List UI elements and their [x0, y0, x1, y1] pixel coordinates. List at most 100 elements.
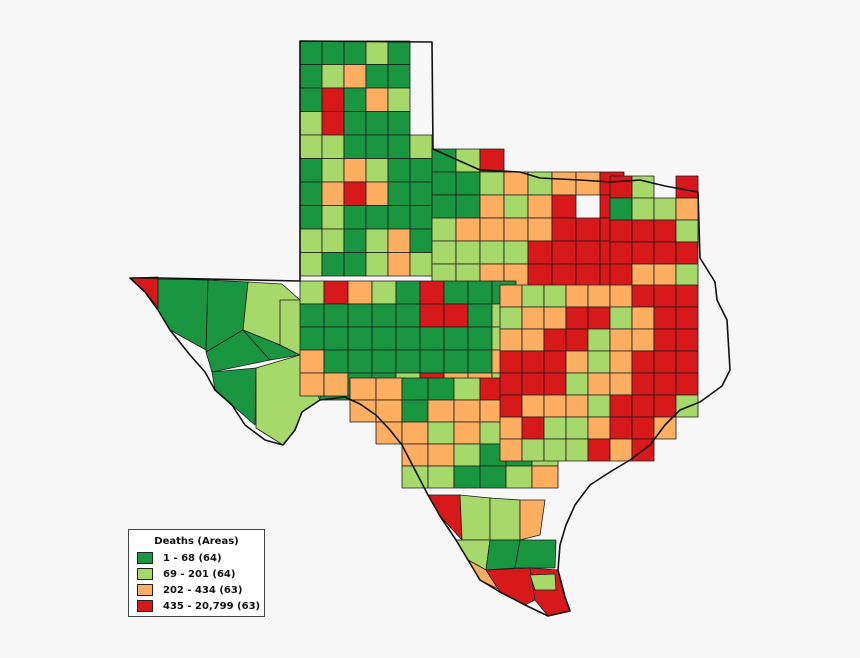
county-32 — [409, 158, 433, 183]
county-76 — [431, 217, 457, 242]
county-243 — [587, 350, 611, 374]
county-165 — [443, 349, 469, 374]
county-226 — [609, 306, 633, 330]
county-219 — [653, 284, 677, 308]
county-16 — [299, 111, 323, 136]
county-59 — [479, 148, 505, 173]
county-27 — [299, 158, 323, 183]
county-112 — [653, 219, 677, 243]
county-103 — [609, 175, 633, 199]
county-104 — [631, 175, 655, 199]
county-123 — [157, 278, 209, 351]
county-179 — [401, 377, 429, 401]
county-42 — [365, 205, 389, 230]
county-238 — [675, 328, 699, 352]
county-281 — [427, 494, 463, 541]
county-136 — [395, 280, 421, 305]
legend-title: Deaths (Areas) — [154, 536, 239, 547]
county-108 — [653, 197, 677, 221]
county-133 — [323, 280, 349, 305]
county-189 — [453, 399, 481, 423]
county-68 — [431, 194, 457, 219]
county-212 — [499, 284, 523, 308]
legend-swatch-3 — [137, 584, 153, 596]
county-119 — [631, 263, 655, 287]
county-236 — [631, 328, 655, 352]
county-155 — [419, 326, 445, 351]
county-289 — [485, 567, 536, 606]
county-54 — [365, 252, 389, 277]
county-2 — [321, 40, 345, 65]
county-138 — [443, 280, 469, 305]
county-layer — [129, 40, 699, 617]
county-116 — [653, 241, 677, 265]
county-146 — [419, 303, 445, 328]
county-57 — [431, 148, 457, 173]
county-265 — [675, 394, 699, 418]
county-29 — [343, 158, 367, 183]
county-20 — [387, 111, 411, 136]
county-152 — [347, 326, 373, 351]
county-18 — [343, 111, 367, 136]
legend-label-1: 1 - 68 (64) — [163, 552, 222, 564]
county-72 — [527, 194, 553, 219]
county-242 — [565, 350, 589, 374]
county-207 — [427, 465, 455, 489]
county-15 — [387, 87, 411, 112]
county-139 — [467, 280, 493, 305]
county-161 — [347, 349, 373, 374]
legend-item-4: 435 - 20,799 (63) — [137, 598, 260, 614]
county-224 — [565, 306, 589, 330]
county-19 — [365, 111, 389, 136]
legend-swatch-2 — [137, 568, 153, 580]
county-99 — [551, 263, 577, 288]
county-270 — [587, 416, 611, 440]
county-39 — [299, 205, 323, 230]
county-177 — [349, 377, 377, 401]
county-34 — [321, 181, 345, 206]
county-52 — [321, 252, 345, 277]
county-48 — [365, 228, 389, 253]
county-53 — [343, 252, 367, 277]
county-244 — [609, 350, 633, 374]
county-266 — [499, 416, 523, 440]
county-218 — [631, 284, 655, 308]
county-277 — [565, 438, 589, 462]
county-260 — [565, 394, 589, 418]
legend-swatch-1 — [137, 552, 153, 564]
county-63 — [503, 171, 529, 196]
county-220 — [675, 284, 699, 308]
county-62 — [479, 171, 505, 196]
county-86 — [455, 240, 481, 265]
county-249 — [521, 372, 545, 396]
county-215 — [565, 284, 589, 308]
county-117 — [675, 241, 699, 265]
county-22 — [321, 134, 345, 159]
county-248 — [499, 372, 523, 396]
county-127 — [211, 367, 257, 426]
county-23 — [343, 134, 367, 159]
county-46 — [321, 228, 345, 253]
county-154 — [395, 326, 421, 351]
county-31 — [387, 158, 411, 183]
county-269 — [565, 416, 589, 440]
legend-item-1: 1 - 68 (64) — [137, 550, 256, 566]
county-82 — [575, 217, 601, 242]
county-132 — [299, 280, 325, 305]
county-254 — [631, 372, 655, 396]
county-118 — [609, 263, 633, 287]
texas-state-outline — [129, 40, 731, 617]
county-11 — [299, 87, 323, 112]
county-106 — [609, 197, 633, 221]
county-274 — [499, 438, 523, 462]
county-81 — [551, 217, 577, 242]
county-162 — [371, 349, 397, 374]
county-214 — [543, 284, 567, 308]
county-113 — [675, 219, 699, 243]
county-216 — [587, 284, 611, 308]
county-291 — [529, 573, 557, 591]
legend-item-2: 69 - 201 (64) — [137, 566, 256, 582]
county-275 — [521, 438, 545, 462]
county-38 — [409, 181, 433, 206]
county-227 — [631, 306, 655, 330]
